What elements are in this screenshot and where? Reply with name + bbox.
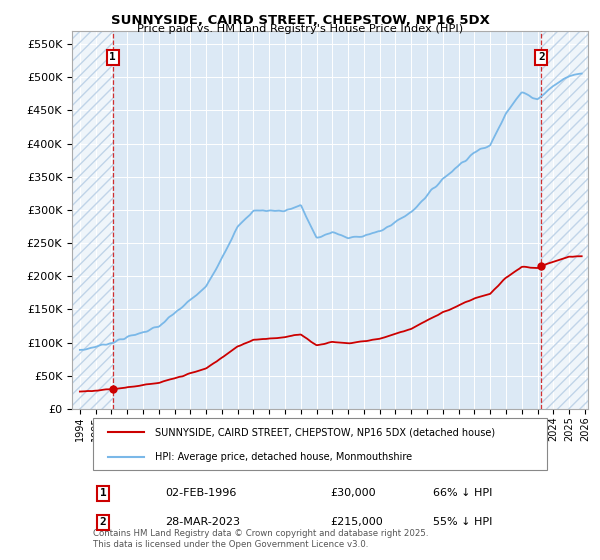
Text: SUNNYSIDE, CAIRD STREET, CHEPSTOW, NP16 5DX: SUNNYSIDE, CAIRD STREET, CHEPSTOW, NP16 …	[110, 14, 490, 27]
Text: Contains HM Land Registry data © Crown copyright and database right 2025.
This d: Contains HM Land Registry data © Crown c…	[92, 529, 428, 549]
Text: 66% ↓ HPI: 66% ↓ HPI	[433, 488, 493, 498]
Text: 02-FEB-1996: 02-FEB-1996	[165, 488, 236, 498]
Text: 2: 2	[538, 52, 545, 62]
Text: £30,000: £30,000	[330, 488, 376, 498]
Text: 1: 1	[109, 52, 116, 62]
Text: 28-MAR-2023: 28-MAR-2023	[165, 517, 240, 528]
Text: SUNNYSIDE, CAIRD STREET, CHEPSTOW, NP16 5DX (detached house): SUNNYSIDE, CAIRD STREET, CHEPSTOW, NP16 …	[155, 427, 494, 437]
Text: £215,000: £215,000	[330, 517, 383, 528]
Text: 55% ↓ HPI: 55% ↓ HPI	[433, 517, 493, 528]
Text: 2: 2	[100, 517, 106, 528]
Text: Price paid vs. HM Land Registry's House Price Index (HPI): Price paid vs. HM Land Registry's House …	[137, 24, 463, 34]
Text: HPI: Average price, detached house, Monmouthshire: HPI: Average price, detached house, Monm…	[155, 452, 412, 462]
Bar	[92, 418, 547, 470]
Text: 1: 1	[100, 488, 106, 498]
